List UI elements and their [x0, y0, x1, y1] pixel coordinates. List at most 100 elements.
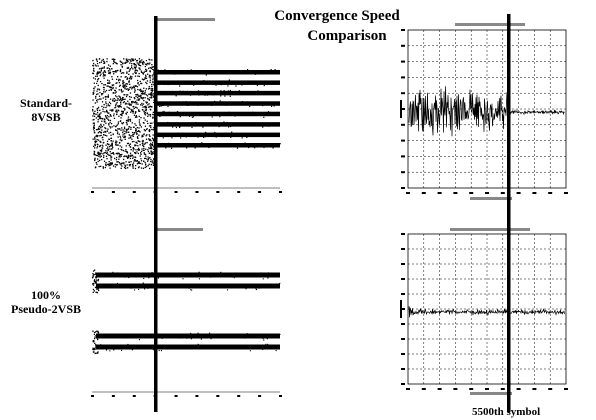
data-point	[228, 71, 230, 73]
data-point	[121, 98, 123, 100]
data-point	[142, 90, 144, 92]
data-point	[124, 88, 126, 90]
data-point	[97, 116, 99, 118]
data-point	[94, 86, 96, 88]
data-point	[139, 67, 141, 69]
data-point	[97, 127, 100, 129]
data-point	[103, 287, 105, 289]
data-point	[105, 89, 108, 92]
data-point	[127, 88, 129, 90]
level-band	[96, 272, 280, 278]
data-point	[152, 129, 154, 131]
data-point	[94, 348, 96, 350]
data-point	[176, 134, 178, 136]
data-point	[136, 142, 138, 144]
panel-bottom-right-error-tick-label	[532, 388, 537, 390]
data-point	[118, 152, 120, 155]
data-point	[99, 71, 101, 73]
data-point	[147, 159, 149, 161]
data-point	[188, 115, 191, 117]
data-point	[141, 134, 143, 136]
data-point	[148, 147, 150, 149]
data-point	[99, 149, 101, 152]
panel-top-right-error-tick-label	[500, 192, 505, 194]
data-point	[138, 84, 140, 86]
data-point	[130, 58, 133, 60]
data-point	[168, 111, 170, 113]
data-point	[96, 108, 98, 110]
data-point	[152, 164, 155, 166]
data-point	[134, 71, 136, 73]
data-point	[151, 92, 153, 94]
data-point	[92, 340, 94, 343]
data-point	[152, 113, 154, 116]
data-point	[92, 339, 94, 342]
data-point	[128, 161, 130, 163]
data-point	[96, 147, 98, 149]
data-point	[208, 283, 210, 285]
data-point	[149, 77, 151, 79]
data-point	[142, 167, 145, 169]
level-band	[156, 70, 280, 75]
data-point	[107, 118, 109, 120]
data-point	[92, 275, 94, 277]
data-point	[157, 277, 159, 279]
data-point	[146, 134, 148, 136]
data-point	[104, 134, 106, 136]
data-point	[111, 162, 113, 164]
data-point	[279, 143, 281, 145]
data-point	[105, 150, 107, 152]
data-point	[141, 61, 143, 63]
data-point	[152, 349, 154, 351]
panel-top-right-error-tick-label	[564, 192, 568, 194]
data-point	[100, 73, 102, 75]
data-point	[118, 105, 120, 107]
data-point	[99, 144, 101, 147]
data-point	[135, 66, 137, 68]
data-point	[94, 347, 96, 349]
data-point	[112, 152, 114, 154]
data-point	[205, 74, 207, 76]
data-point	[134, 159, 136, 161]
data-point	[146, 285, 148, 287]
data-point	[145, 75, 147, 78]
data-point	[93, 112, 95, 114]
data-point	[105, 106, 107, 109]
data-point	[273, 286, 275, 288]
panel-top-left-caption	[155, 18, 215, 21]
data-point	[124, 86, 126, 88]
data-point	[111, 156, 113, 158]
data-point	[121, 66, 123, 68]
data-point	[111, 143, 113, 145]
data-point	[100, 150, 103, 152]
data-point	[189, 71, 191, 73]
data-point	[107, 143, 109, 145]
data-point	[119, 69, 122, 71]
data-point	[198, 94, 200, 96]
data-point	[97, 135, 99, 137]
data-point	[122, 63, 124, 65]
data-point	[100, 125, 102, 127]
data-point	[120, 120, 122, 122]
data-point	[102, 108, 104, 110]
data-point	[152, 77, 154, 79]
data-point	[273, 105, 275, 107]
data-point	[142, 93, 144, 95]
data-point	[180, 137, 182, 139]
panel-top-right-error-tick-label	[401, 155, 405, 158]
data-point	[151, 160, 153, 162]
data-point	[262, 126, 264, 128]
data-point	[131, 76, 133, 78]
data-point	[109, 105, 111, 107]
data-point	[141, 272, 143, 274]
data-point	[99, 346, 101, 348]
data-point	[132, 133, 134, 136]
data-point	[126, 111, 128, 113]
data-point	[101, 158, 103, 161]
panel-bottom-left-tick-label	[258, 395, 262, 397]
series-line	[408, 306, 565, 318]
data-point	[105, 163, 107, 165]
level-band	[156, 111, 280, 117]
data-point	[117, 76, 119, 78]
data-point	[111, 78, 114, 80]
